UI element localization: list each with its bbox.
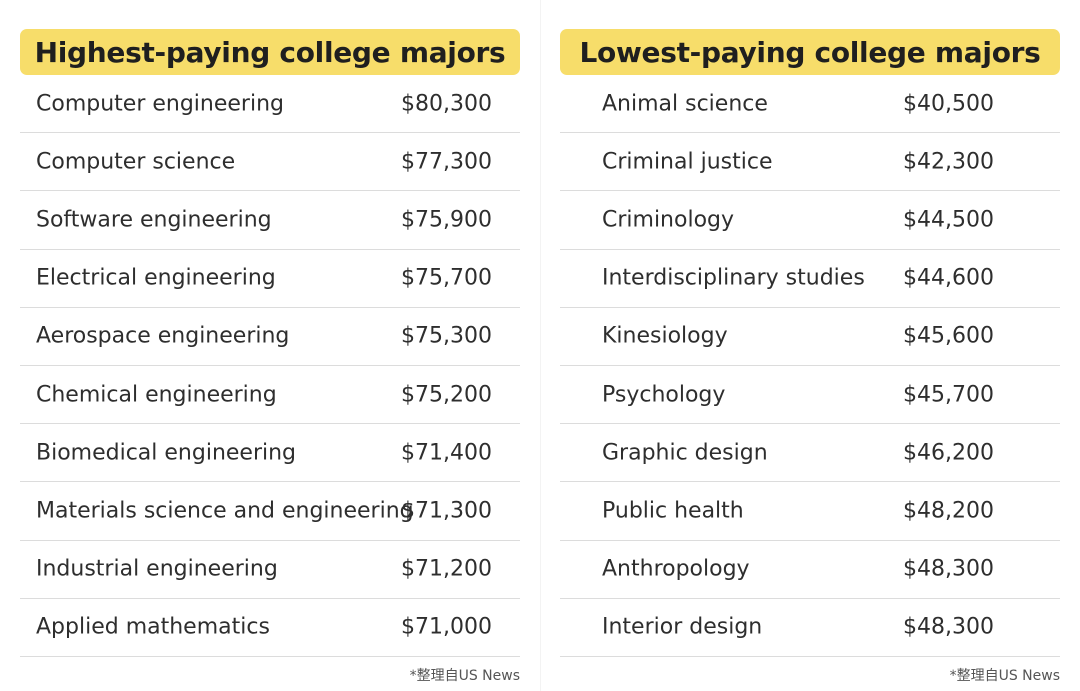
major-name: Criminology xyxy=(602,207,735,233)
table-row: Graphic design $46,200 xyxy=(560,424,1060,483)
major-name: Biomedical engineering xyxy=(36,440,297,466)
salary-value: $46,200 xyxy=(903,440,994,466)
table-row: Electrical engineering $75,700 xyxy=(20,250,520,308)
salary-value: $44,600 xyxy=(903,265,994,291)
salary-value: $42,300 xyxy=(903,149,994,175)
highest-paying-list: Computer engineering $80,300 Computer sci… xyxy=(20,75,520,657)
salary-value: $75,900 xyxy=(401,207,492,233)
major-name: Computer engineering xyxy=(36,91,284,117)
major-name: Anthropology xyxy=(602,556,750,582)
major-name: Industrial engineering xyxy=(36,556,278,582)
salary-value: $48,300 xyxy=(903,614,994,640)
salary-value: $75,700 xyxy=(401,265,492,291)
salary-value: $77,300 xyxy=(401,149,492,175)
table-row: Materials science and engineering $71,300 xyxy=(20,482,520,541)
salary-value: $45,600 xyxy=(903,323,994,349)
table-row: Criminal justice $42,300 xyxy=(560,133,1060,192)
table-row: Aerospace engineering $75,300 xyxy=(20,308,520,366)
table-row: Anthropology $48,300 xyxy=(560,541,1060,599)
major-name: Aerospace engineering xyxy=(36,323,290,349)
table-row: Interdisciplinary studies $44,600 xyxy=(560,250,1060,308)
table-row: Chemical engineering $75,200 xyxy=(20,366,520,425)
table-row: Industrial engineering $71,200 xyxy=(20,541,520,599)
salary-value: $40,500 xyxy=(903,91,994,117)
salary-value: $71,300 xyxy=(401,498,492,524)
major-name: Software engineering xyxy=(36,207,272,233)
table-row: Computer science $77,300 xyxy=(20,133,520,192)
major-name: Interdisciplinary studies xyxy=(602,265,865,291)
major-name: Computer science xyxy=(36,149,236,175)
source-footnote: *整理自US News xyxy=(949,668,1060,684)
major-name: Animal science xyxy=(602,91,768,117)
salary-value: $71,000 xyxy=(401,614,492,640)
salary-value: $71,400 xyxy=(401,440,492,466)
table-row: Computer engineering $80,300 xyxy=(20,75,520,134)
highest-paying-title: Highest-paying college majors xyxy=(20,29,520,75)
major-name: Psychology xyxy=(602,382,726,408)
table-row: Software engineering $75,900 xyxy=(20,191,520,250)
salary-value: $44,500 xyxy=(903,207,994,233)
salary-value: $48,200 xyxy=(903,498,994,524)
lowest-paying-title: Lowest-paying college majors xyxy=(560,29,1060,75)
salary-value: $75,200 xyxy=(401,382,492,408)
table-row: Animal science $40,500 xyxy=(560,75,1060,134)
lowest-paying-list: Animal science $40,500 Criminal justice $4… xyxy=(560,75,1060,657)
major-name: Graphic design xyxy=(602,440,768,466)
major-name: Electrical engineering xyxy=(36,265,276,291)
salary-value: $45,700 xyxy=(903,382,994,408)
major-name: Chemical engineering xyxy=(36,382,277,408)
major-name: Public health xyxy=(602,498,744,524)
major-name: Criminal justice xyxy=(602,149,773,175)
table-row: Psychology $45,700 xyxy=(560,366,1060,425)
table-row: Applied mathematics $71,000 xyxy=(20,599,520,657)
salary-value: $75,300 xyxy=(401,323,492,349)
table-row: Criminology $44,500 xyxy=(560,191,1060,250)
major-name: Materials science and engineering xyxy=(36,498,414,524)
salary-value: $48,300 xyxy=(903,556,994,582)
column-divider xyxy=(540,0,541,691)
table-row: Interior design $48,300 xyxy=(560,599,1060,657)
table-row: Biomedical engineering $71,400 xyxy=(20,424,520,483)
table-row: Public health $48,200 xyxy=(560,482,1060,541)
source-footnote: *整理自US News xyxy=(409,668,520,684)
salary-value: $80,300 xyxy=(401,91,492,117)
table-row: Kinesiology $45,600 xyxy=(560,308,1060,366)
major-name: Kinesiology xyxy=(602,323,728,349)
salary-value: $71,200 xyxy=(401,556,492,582)
major-name: Interior design xyxy=(602,614,763,640)
major-name: Applied mathematics xyxy=(36,614,270,640)
